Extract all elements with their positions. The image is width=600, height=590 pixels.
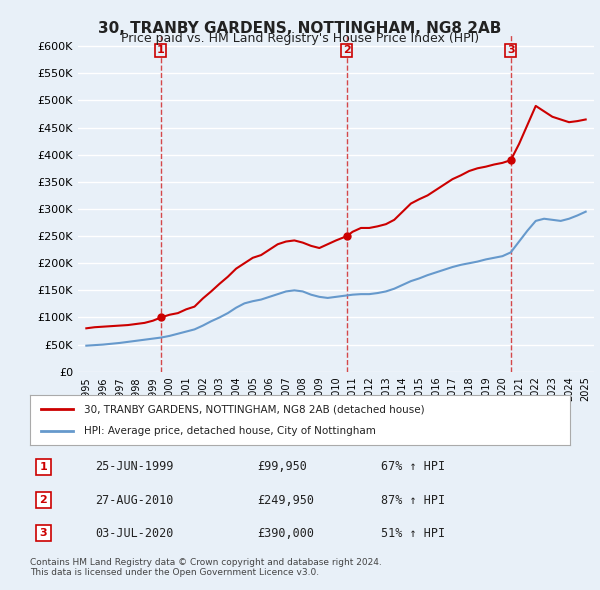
Text: 87% ↑ HPI: 87% ↑ HPI <box>381 493 445 507</box>
Text: 3: 3 <box>40 528 47 538</box>
Text: £99,950: £99,950 <box>257 460 307 474</box>
Text: 03-JUL-2020: 03-JUL-2020 <box>95 526 173 540</box>
Text: HPI: Average price, detached house, City of Nottingham: HPI: Average price, detached house, City… <box>84 427 376 437</box>
Text: 2: 2 <box>343 45 350 55</box>
Text: 27-AUG-2010: 27-AUG-2010 <box>95 493 173 507</box>
Text: 51% ↑ HPI: 51% ↑ HPI <box>381 526 445 540</box>
Text: £249,950: £249,950 <box>257 493 314 507</box>
Text: 30, TRANBY GARDENS, NOTTINGHAM, NG8 2AB: 30, TRANBY GARDENS, NOTTINGHAM, NG8 2AB <box>98 21 502 35</box>
Text: 3: 3 <box>507 45 515 55</box>
Text: Price paid vs. HM Land Registry's House Price Index (HPI): Price paid vs. HM Land Registry's House … <box>121 32 479 45</box>
Text: 25-JUN-1999: 25-JUN-1999 <box>95 460 173 474</box>
Text: 1: 1 <box>40 462 47 472</box>
Text: 30, TRANBY GARDENS, NOTTINGHAM, NG8 2AB (detached house): 30, TRANBY GARDENS, NOTTINGHAM, NG8 2AB … <box>84 404 425 414</box>
Text: 67% ↑ HPI: 67% ↑ HPI <box>381 460 445 474</box>
Text: £390,000: £390,000 <box>257 526 314 540</box>
Text: 1: 1 <box>157 45 165 55</box>
Text: Contains HM Land Registry data © Crown copyright and database right 2024.
This d: Contains HM Land Registry data © Crown c… <box>30 558 382 577</box>
Text: 2: 2 <box>40 495 47 505</box>
